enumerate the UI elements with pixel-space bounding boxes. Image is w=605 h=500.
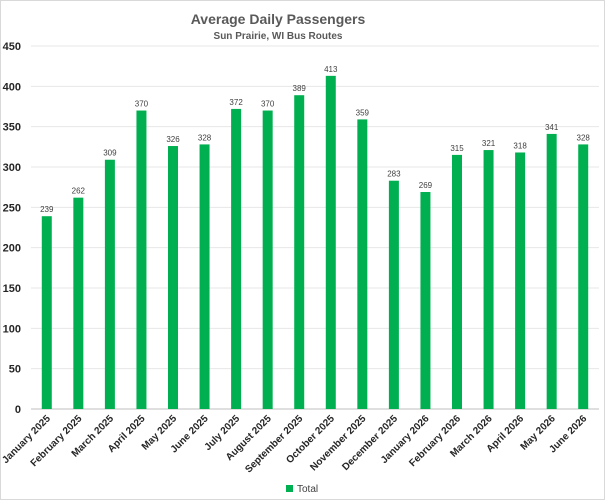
bar bbox=[199, 144, 210, 409]
bar bbox=[168, 146, 178, 409]
bar bbox=[452, 154, 462, 409]
x-tick-label: September 2025 bbox=[243, 413, 305, 475]
data-label: 372 bbox=[229, 98, 243, 107]
data-label: 389 bbox=[293, 84, 307, 93]
y-tick-label: 450 bbox=[3, 41, 21, 53]
data-label: 328 bbox=[577, 133, 591, 142]
data-label: 413 bbox=[324, 65, 338, 74]
y-tick-label: 50 bbox=[9, 364, 21, 376]
data-label: 328 bbox=[198, 133, 212, 142]
x-tick-label: December 2025 bbox=[340, 413, 400, 473]
legend: Total bbox=[286, 484, 318, 495]
legend-label: Total bbox=[297, 484, 318, 495]
bar bbox=[136, 110, 147, 410]
data-label: 262 bbox=[72, 187, 86, 196]
y-tick-label: 400 bbox=[3, 81, 21, 93]
gridlines bbox=[31, 45, 599, 410]
y-tick-label: 100 bbox=[3, 323, 21, 335]
data-label: 239 bbox=[40, 205, 54, 214]
bar bbox=[420, 192, 431, 409]
bar bbox=[262, 110, 273, 410]
y-tick-label: 200 bbox=[3, 243, 21, 255]
bar bbox=[325, 75, 336, 409]
chart-subtitle: Sun Prairie, WI Bus Routes bbox=[214, 31, 343, 42]
y-tick-label: 350 bbox=[3, 122, 21, 134]
data-label: 341 bbox=[545, 123, 559, 132]
data-labels: 239 262 309 370 326 328 372 370 389 413 359 283 269 3… bbox=[40, 65, 590, 214]
bar bbox=[546, 133, 557, 409]
bar bbox=[294, 95, 305, 409]
bar bbox=[73, 197, 84, 409]
data-label: 370 bbox=[261, 100, 275, 109]
bar bbox=[357, 119, 368, 409]
data-label: 283 bbox=[387, 170, 401, 179]
bar bbox=[388, 180, 399, 409]
data-label: 321 bbox=[482, 139, 496, 148]
data-label: 269 bbox=[419, 181, 433, 190]
bar bbox=[483, 150, 494, 409]
bar bbox=[41, 216, 52, 409]
bar bbox=[104, 159, 115, 409]
y-tick-label: 0 bbox=[15, 404, 21, 416]
x-tick-label: November 2025 bbox=[308, 413, 368, 473]
y-tick-label: 150 bbox=[3, 283, 21, 295]
legend-swatch bbox=[286, 485, 293, 492]
bar bbox=[578, 144, 589, 409]
bar-series bbox=[41, 75, 589, 410]
data-label: 359 bbox=[356, 108, 370, 117]
data-label: 315 bbox=[450, 144, 464, 153]
data-label: 370 bbox=[135, 100, 149, 109]
data-label: 309 bbox=[103, 149, 117, 158]
y-tick-label: 300 bbox=[3, 162, 21, 174]
data-label: 326 bbox=[166, 135, 180, 144]
data-label: 318 bbox=[513, 141, 527, 150]
bar bbox=[231, 108, 242, 410]
y-tick-label: 250 bbox=[3, 202, 21, 214]
bar bbox=[515, 152, 526, 410]
chart-title: Average Daily Passengers bbox=[191, 11, 366, 27]
y-axis-ticks: 0 50 100 150 200 250 300 350 400 450 bbox=[3, 41, 21, 416]
